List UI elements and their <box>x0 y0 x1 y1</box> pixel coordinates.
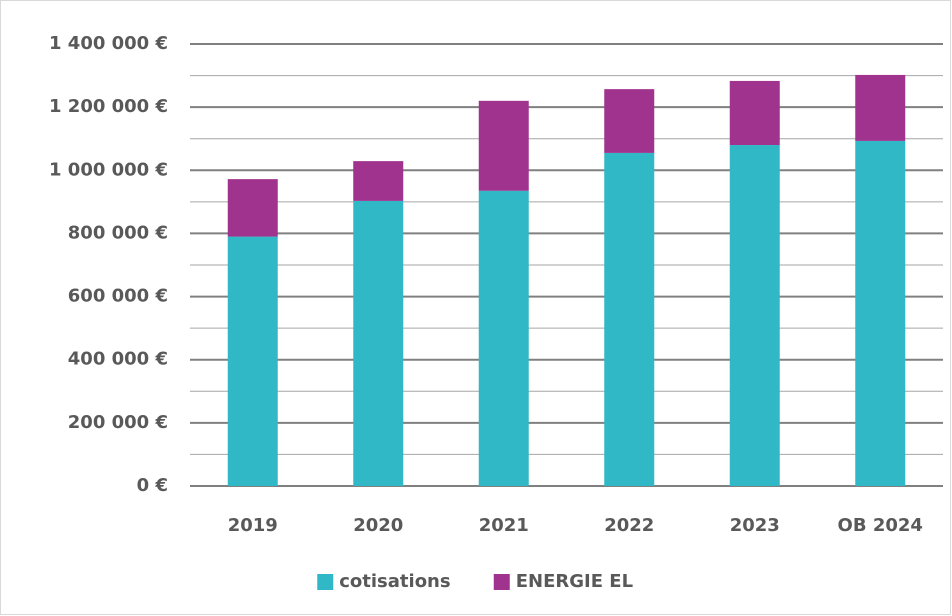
y-tick-label: 1 400 000 € <box>49 33 168 54</box>
legend-label: cotisations <box>339 571 450 592</box>
legend-swatch <box>317 574 334 590</box>
bar-segment <box>855 140 906 486</box>
bar-segment <box>855 74 906 141</box>
bar-segment <box>478 100 529 191</box>
y-tick-label: 1 200 000 € <box>49 96 168 117</box>
bar-segment <box>227 179 278 237</box>
bar-segment <box>604 89 655 153</box>
bar-segment <box>729 145 780 486</box>
x-tick-label: 2023 <box>730 515 780 536</box>
y-tick-label: 0 € <box>137 475 168 496</box>
x-tick-label: OB 2024 <box>838 515 923 536</box>
legend-label: ENERGIE EL <box>516 571 633 592</box>
bar-segment <box>478 190 529 487</box>
bar-segment <box>227 236 278 486</box>
bar-segment <box>604 152 655 486</box>
bar-segment <box>353 161 404 201</box>
x-tick-label: 2019 <box>228 515 278 536</box>
y-tick-label: 600 000 € <box>68 286 168 307</box>
y-tick-label: 200 000 € <box>68 412 168 433</box>
y-tick-label: 400 000 € <box>68 349 168 370</box>
x-tick-label: 2021 <box>479 515 529 536</box>
y-tick-label: 1 000 000 € <box>49 159 168 180</box>
x-tick-label: 2022 <box>604 515 654 536</box>
x-tick-label: 2020 <box>353 515 403 536</box>
legend-swatch <box>493 574 510 590</box>
y-tick-label: 800 000 € <box>68 222 168 243</box>
bar-segment <box>353 200 404 486</box>
bar-segment <box>729 80 780 146</box>
